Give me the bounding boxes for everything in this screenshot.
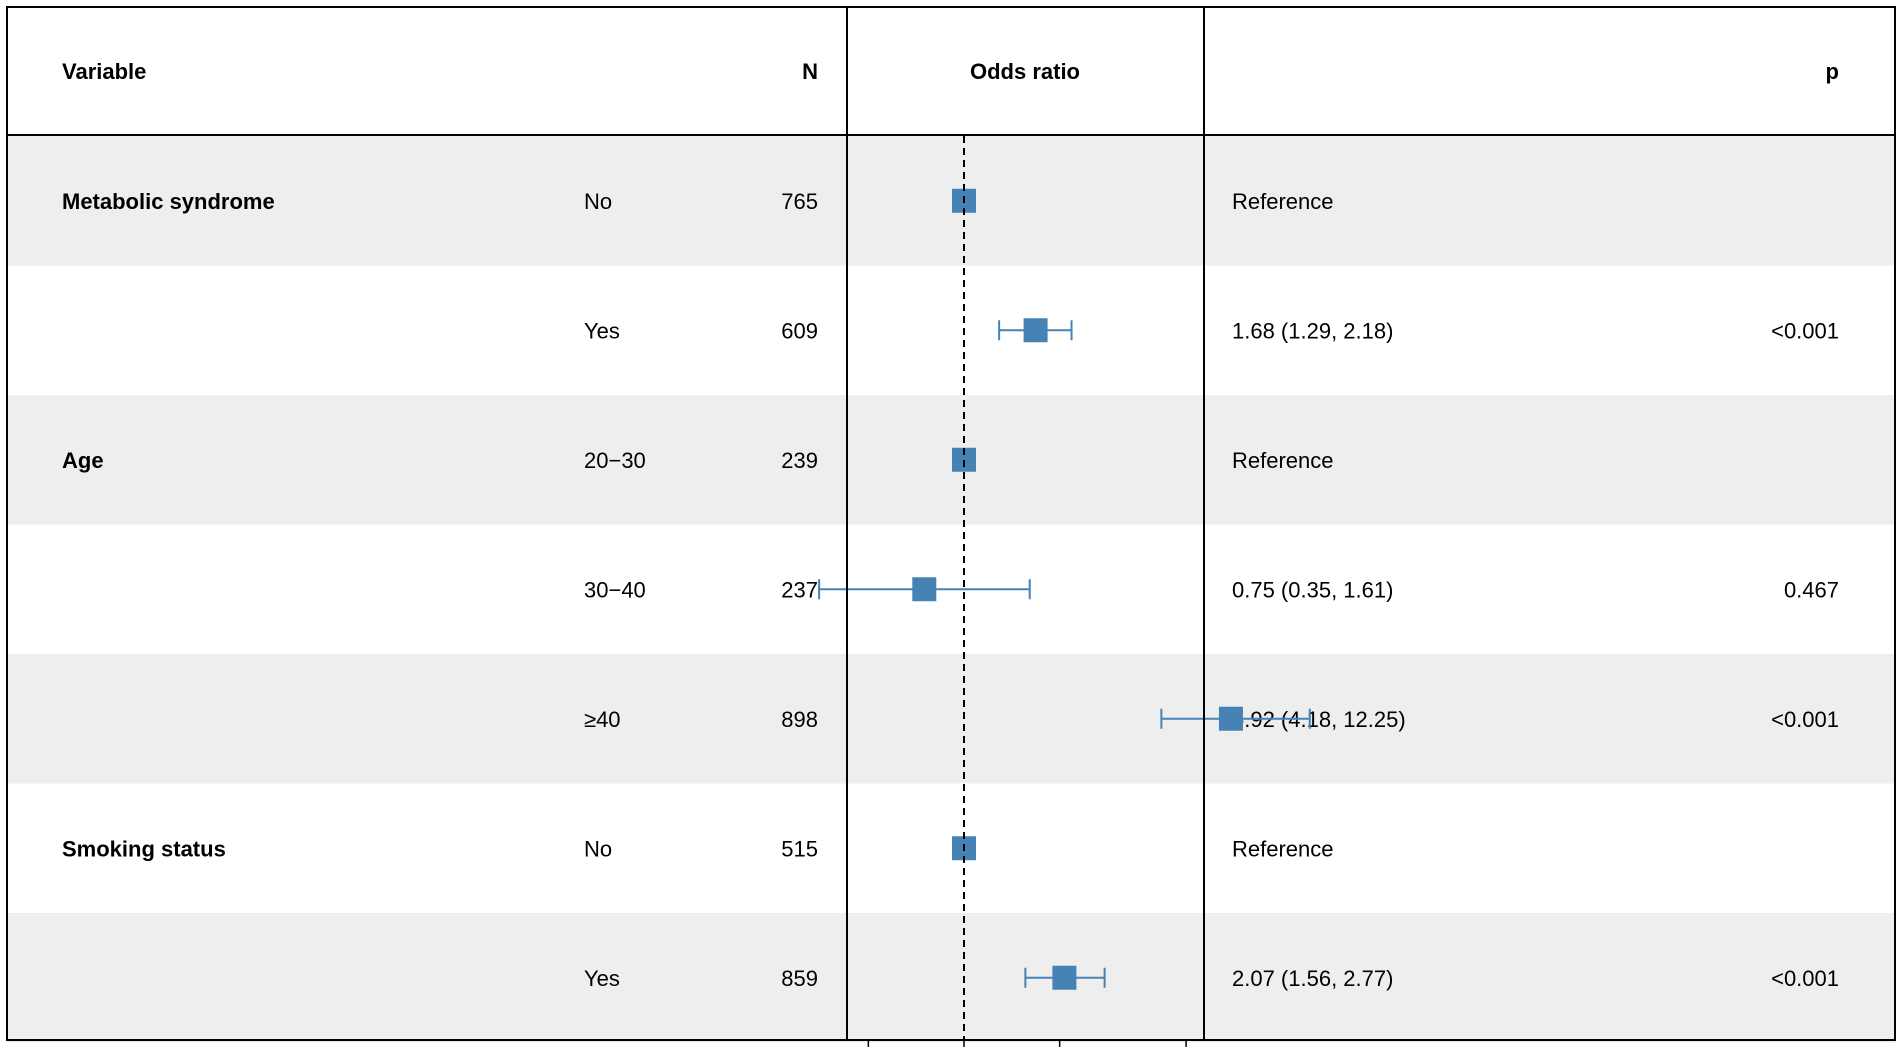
row-n-value: 609 <box>781 318 818 343</box>
row-level-label: 30−40 <box>584 577 646 602</box>
point-estimate <box>912 577 937 602</box>
row-level-label: No <box>584 836 612 861</box>
row-variable-label: Age <box>62 448 104 473</box>
header-n: N <box>802 59 818 84</box>
row-level-label: Yes <box>584 318 620 343</box>
header-p: p <box>1826 59 1839 84</box>
row-n-value: 898 <box>781 707 818 732</box>
row-level-label: Yes <box>584 966 620 991</box>
row-stripe <box>7 395 1895 525</box>
row-estimate-text: Reference <box>1232 448 1334 473</box>
row-estimate-text: 1.68 (1.29, 2.18) <box>1232 318 1393 343</box>
row-stripe <box>7 913 1895 1043</box>
header-variable: Variable <box>62 59 146 84</box>
row-p-value: 0.467 <box>1784 577 1839 602</box>
point-estimate <box>1218 706 1243 731</box>
row-level-label: 20−30 <box>584 448 646 473</box>
row-p-value: <0.001 <box>1771 318 1839 343</box>
row-n-value: 515 <box>781 836 818 861</box>
point-estimate <box>1052 965 1077 990</box>
row-p-value: <0.001 <box>1771 707 1839 732</box>
header-odds-ratio: Odds ratio <box>970 59 1080 84</box>
row-variable-label: Smoking status <box>62 836 226 861</box>
row-stripe <box>7 136 1895 266</box>
row-stripe <box>7 654 1895 784</box>
row-estimate-text: 0.75 (0.35, 1.61) <box>1232 577 1393 602</box>
row-level-label: ≥40 <box>584 707 621 732</box>
row-n-value: 859 <box>781 966 818 991</box>
point-estimate <box>1023 318 1048 343</box>
row-n-value: 237 <box>781 577 818 602</box>
row-n-value: 765 <box>781 189 818 214</box>
row-level-label: No <box>584 189 612 214</box>
row-estimate-text: Reference <box>1232 836 1334 861</box>
row-p-value: <0.001 <box>1771 966 1839 991</box>
row-n-value: 239 <box>781 448 818 473</box>
row-estimate-text: 2.07 (1.56, 2.77) <box>1232 966 1393 991</box>
row-estimate-text: Reference <box>1232 189 1334 214</box>
row-variable-label: Metabolic syndrome <box>62 189 275 214</box>
